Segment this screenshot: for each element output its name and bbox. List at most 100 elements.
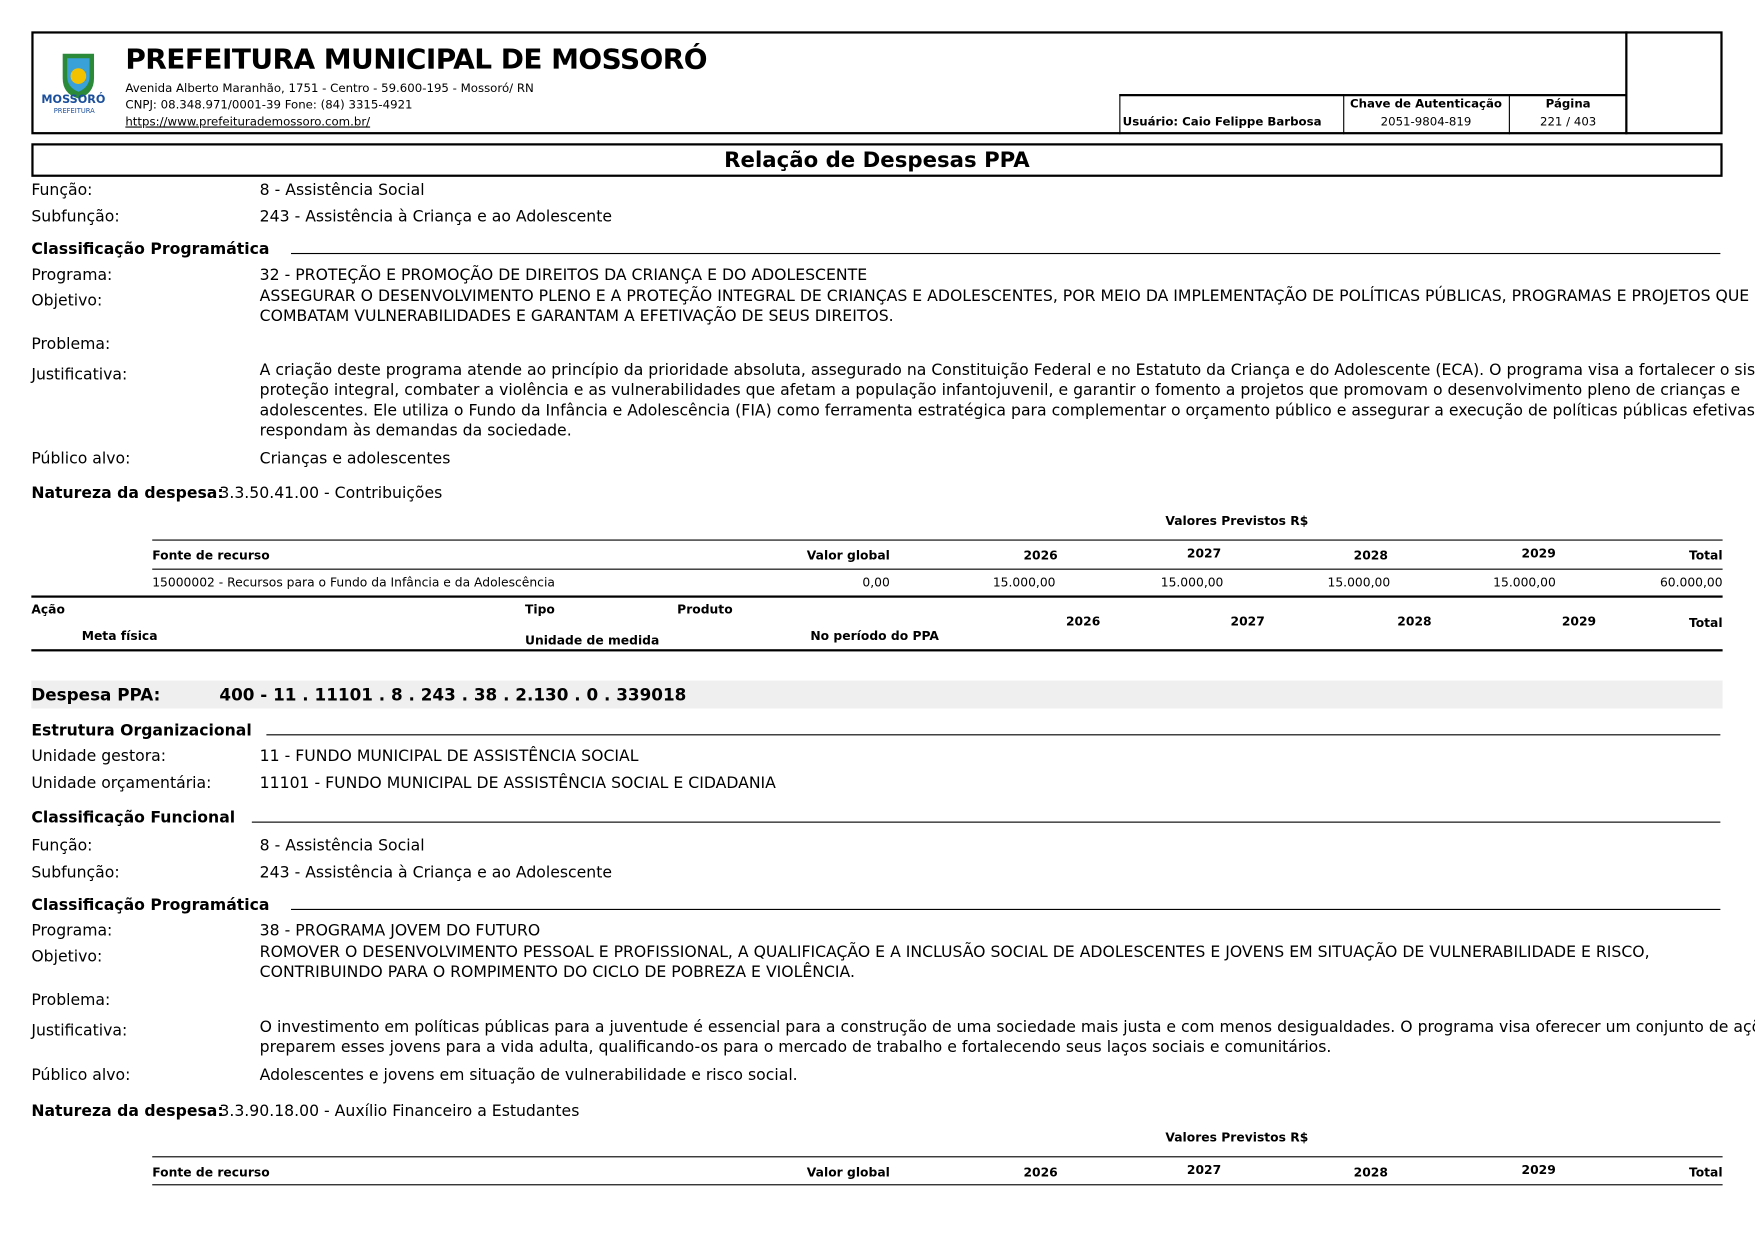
publico-label: Público alvo: [31, 1066, 131, 1085]
divider [251, 821, 1721, 823]
col-header: Total [1688, 615, 1723, 631]
divider [31, 595, 1723, 598]
objetivo-line: CONTRIBUINDO PARA O ROMPIMENTO DO CICLO … [259, 963, 855, 982]
logo-text: MOSSORÓ [41, 94, 106, 107]
justificativa-label: Justificativa: [31, 366, 128, 384]
col-header: 2028 [1353, 1165, 1388, 1180]
programa-value: 32 - PROTEÇÃO E PROMOÇÃO DE DIREITOS DA … [259, 266, 868, 285]
publico-label: Público alvo: [31, 449, 131, 468]
justificativa-line: respondam às demandas da sociedade. [259, 421, 572, 440]
website-link[interactable]: https://www.prefeiturademossoro.com.br/ [125, 115, 371, 129]
cell: 0,00 [862, 575, 890, 590]
problema-label: Problema: [31, 335, 111, 354]
col-header: No período do PPA [810, 629, 939, 644]
justificativa-line: A criação deste programa atende ao princ… [259, 361, 1755, 380]
cnpj: CNPJ: 08.348.971/0001-39 Fone: (84) 3315… [125, 98, 413, 112]
col-header: Valor global [806, 1165, 890, 1180]
col-header: 2028 [1353, 548, 1388, 564]
section-heading: Classificação Programática [31, 240, 270, 259]
col-header: Total [1688, 1165, 1723, 1180]
col-header: Total [1688, 548, 1723, 564]
objetivo-line: ASSEGURAR O DESENVOLVIMENTO PLENO E A PR… [259, 287, 1750, 306]
divider [1119, 94, 1121, 135]
funcao-label: Função: [31, 837, 93, 856]
valores-label: Valores Previstos R$ [1165, 513, 1309, 529]
gestora-value: 11 - FUNDO MUNICIPAL DE ASSISTÊNCIA SOCI… [259, 747, 639, 766]
justificativa-line: proteção integral, combater a violência … [259, 381, 1741, 400]
divider [1343, 94, 1345, 135]
cell: 15.000,00 [992, 575, 1056, 590]
despesa-label: Despesa PPA: [31, 685, 161, 706]
col-header: Unidade de medida [524, 633, 660, 649]
col-header: Valor global [806, 548, 890, 564]
gestora-label: Unidade gestora: [31, 747, 167, 766]
col-header: 2027 [1186, 1162, 1222, 1178]
section-heading: Estrutura Organizacional [31, 721, 252, 740]
divider [152, 568, 1723, 570]
divider [291, 908, 1721, 910]
objetivo-line: ROMOVER O DESENVOLVIMENTO PESSOAL E PROF… [259, 943, 1650, 962]
col-header: 2026 [1023, 548, 1058, 564]
user-name: Usuário: Caio Felippe Barbosa [1122, 115, 1322, 129]
col-header: Fonte de recurso [152, 548, 270, 564]
programa-value: 38 - PROGRAMA JOVEM DO FUTURO [259, 922, 541, 941]
subfuncao-label: Subfunção: [31, 864, 120, 883]
report-header [31, 31, 1723, 135]
funcao-value: 8 - Assistência Social [259, 181, 425, 200]
cell: 15.000,00 [1493, 575, 1556, 590]
page-label: Página [1545, 97, 1591, 111]
programa-label: Programa: [31, 266, 113, 285]
col-header: Fonte de recurso [152, 1165, 270, 1180]
cell: 15.000,00 [1160, 575, 1224, 590]
report-title-box [31, 143, 1723, 177]
justificativa-line: O investimento em políticas públicas par… [259, 1018, 1755, 1037]
col-header: 2029 [1561, 614, 1597, 630]
funcao-value: 8 - Assistência Social [259, 837, 425, 856]
address: Avenida Alberto Maranhão, 1751 - Centro … [125, 81, 534, 96]
divider [1625, 31, 1628, 135]
objetivo-line: COMBATAM VULNERABILIDADES E GARANTAM A E… [259, 307, 894, 326]
col-header: 2026 [1065, 614, 1101, 630]
objetivo-label: Objetivo: [31, 948, 103, 966]
divider [152, 1156, 1723, 1158]
auth-key-label: Chave de Autenticação [1349, 97, 1503, 111]
col-header: Ação [31, 602, 65, 617]
section-heading: Classificação Funcional [31, 809, 236, 828]
auth-key-value: 2051-9804-819 [1380, 115, 1472, 129]
justificativa-label: Justificativa: [31, 1021, 128, 1040]
logo-subtext: PREFEITURA [53, 107, 95, 116]
col-header: 2027 [1186, 546, 1222, 561]
report-title: Relação de Despesas PPA [724, 147, 1030, 173]
natureza-value: 3.3.50.41.00 - Contribuições [219, 484, 443, 503]
problema-label: Problema: [31, 991, 111, 1010]
col-header: 2026 [1023, 1165, 1058, 1180]
divider [152, 539, 1723, 541]
justificativa-line: adolescentes. Ele utiliza o Fundo da Inf… [259, 401, 1755, 420]
divider [291, 252, 1721, 255]
col-header: 2027 [1230, 614, 1265, 630]
natureza-label: Natureza da despesa: [31, 1102, 224, 1121]
divider [152, 1184, 1723, 1186]
despesa-bar [31, 680, 1723, 709]
col-header: 2029 [1521, 1162, 1556, 1178]
natureza-label: Natureza da despesa: [31, 484, 224, 503]
col-header: Produto [677, 602, 733, 617]
cell: 15.000,00 [1327, 575, 1391, 590]
section-heading: Classificação Programática [31, 896, 270, 915]
col-header: 2029 [1521, 546, 1556, 561]
divider [266, 734, 1721, 736]
justificativa-line: preparem esses jovens para a vida adulta… [259, 1038, 1332, 1057]
divider [1119, 94, 1627, 97]
col-header: 2028 [1397, 614, 1432, 630]
col-header: Meta física [81, 629, 158, 644]
col-header: Tipo [524, 602, 555, 617]
subfuncao-value: 243 - Assistência à Criança e ao Adolesc… [259, 208, 613, 227]
cell: 15000002 - Recursos para o Fundo da Infâ… [152, 575, 555, 590]
subfuncao-label: Subfunção: [31, 208, 120, 227]
objetivo-label: Objetivo: [31, 292, 103, 311]
programa-label: Programa: [31, 922, 113, 941]
natureza-value: 3.3.90.18.00 - Auxílio Financeiro a Estu… [219, 1102, 580, 1121]
funcao-label: Função: [31, 181, 93, 200]
orc-label: Unidade orçamentária: [31, 774, 212, 793]
